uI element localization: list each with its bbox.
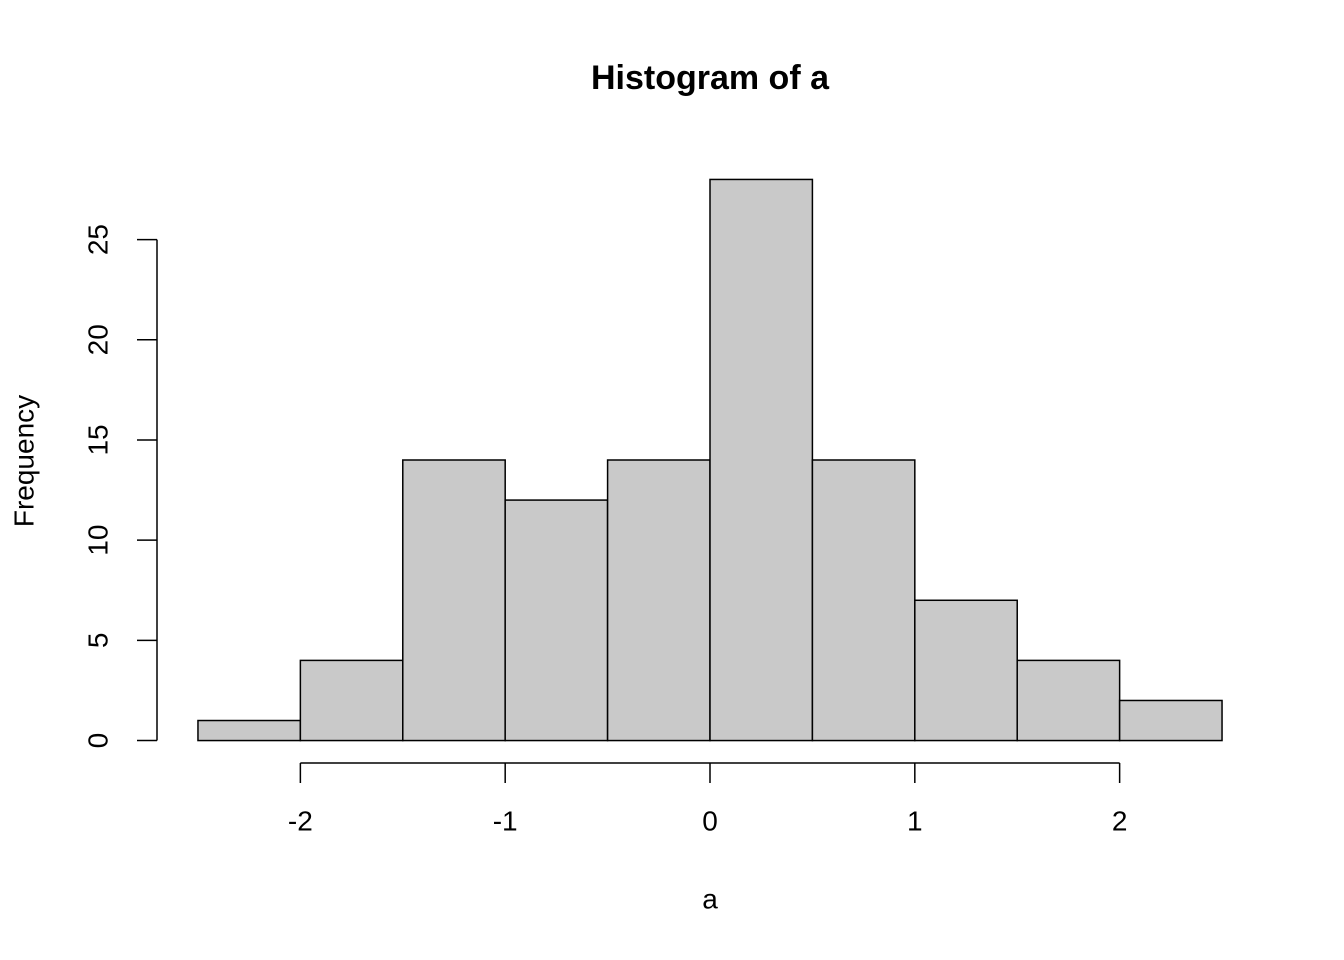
y-axis-label: Frequency <box>8 395 39 527</box>
y-tick-label: 20 <box>82 324 113 355</box>
x-tick-label: -2 <box>288 805 313 836</box>
x-axis-label: a <box>702 883 718 914</box>
chart-title: Histogram of a <box>591 59 830 97</box>
x-tick-label: 1 <box>907 805 923 836</box>
bar <box>1016 659 1121 742</box>
x-tick-label: 0 <box>702 805 718 836</box>
y-tick-label: 25 <box>82 224 113 255</box>
bar <box>504 499 609 742</box>
bar <box>299 659 404 742</box>
y-tick-label: 5 <box>82 633 113 649</box>
bar <box>811 459 916 742</box>
x-tick-label: -1 <box>493 805 518 836</box>
y-tick-label: 10 <box>82 525 113 556</box>
bar <box>709 178 814 742</box>
bar <box>606 459 711 742</box>
x-tick-label: 2 <box>1112 805 1128 836</box>
y-tick-label: 15 <box>82 424 113 455</box>
y-tick-label: 0 <box>82 733 113 749</box>
bar <box>402 459 506 742</box>
bar <box>197 719 302 742</box>
bar <box>914 599 1018 742</box>
bar <box>1118 699 1223 742</box>
